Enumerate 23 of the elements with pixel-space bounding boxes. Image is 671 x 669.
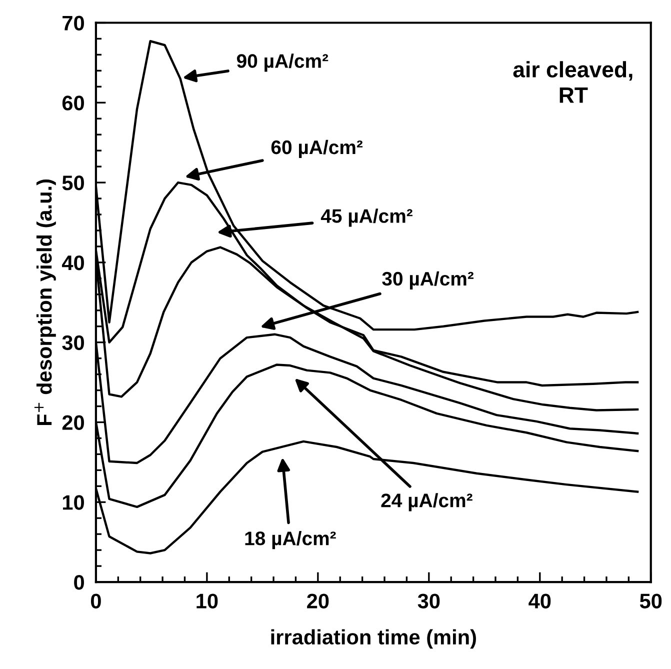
x-tick-label: 30 bbox=[418, 594, 440, 608]
annotation: 24 µA/cm² bbox=[381, 493, 472, 512]
x-tick-label: 0 bbox=[90, 594, 101, 608]
x-tick-label: 20 bbox=[307, 594, 329, 608]
y-tick-label: 10 bbox=[62, 495, 84, 510]
x-tick-label: 10 bbox=[196, 594, 218, 608]
y-tick-label: 50 bbox=[62, 176, 84, 190]
x-axis-title: irradiation time (min) bbox=[271, 629, 476, 649]
y-tick-label: 60 bbox=[62, 96, 84, 110]
y-axis-title: F$^{+}$ desorption yield (a.u.) bbox=[34, 180, 56, 426]
y-tick-label: 70 bbox=[62, 16, 84, 30]
annotation: 60 µA/cm² bbox=[271, 140, 363, 158]
annotation: 30 µA/cm² bbox=[382, 271, 474, 290]
x-tick-label: 40 bbox=[528, 594, 551, 608]
annotation: 45 µA/cm² bbox=[320, 208, 412, 227]
y-tick-label: 0 bbox=[74, 575, 84, 590]
annotation: air cleaved, RT bbox=[513, 61, 632, 103]
y-tick-label: 40 bbox=[62, 255, 84, 270]
annotation: 90 µA/cm² bbox=[236, 54, 328, 72]
annotation: 18 µA/cm² bbox=[245, 531, 336, 550]
x-tick-label: 50 bbox=[640, 594, 662, 608]
y-tick-label: 20 bbox=[62, 415, 84, 430]
y-tick-label: 30 bbox=[62, 335, 84, 350]
